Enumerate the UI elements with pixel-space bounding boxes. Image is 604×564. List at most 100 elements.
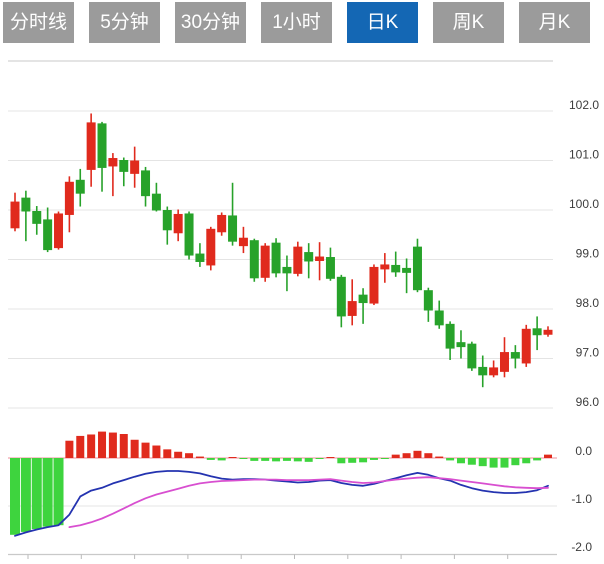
candle-down — [391, 251, 401, 277]
candle-up — [543, 326, 553, 337]
macd-bar-negative — [380, 458, 389, 459]
candle-down — [228, 182, 238, 246]
candle-down — [32, 206, 42, 235]
tab-1hour[interactable]: 1小时 — [261, 2, 332, 43]
candle-down — [532, 316, 542, 351]
candle-up — [521, 324, 531, 367]
price-axis-label: 102.0 — [569, 98, 599, 112]
macd-bar-positive — [195, 456, 204, 458]
macd-bar-positive — [76, 435, 85, 458]
macd-bar-negative — [282, 458, 291, 461]
macd-grid-layer: 0.0 -1.0 -2.0 — [8, 444, 592, 560]
macd-bar-positive — [391, 454, 400, 458]
candle-down — [478, 355, 488, 388]
candle-down — [271, 238, 281, 278]
tab-timeshare[interactable]: 分时线 — [3, 2, 74, 43]
macd-bar-negative — [293, 458, 302, 462]
candles-layer — [10, 113, 553, 388]
macd-bar-negative — [250, 458, 259, 461]
candle-down — [75, 168, 85, 207]
candle-up — [217, 212, 227, 236]
candle-down — [43, 207, 53, 253]
macd-bar-positive — [185, 453, 194, 458]
macd-bar-negative — [500, 458, 509, 468]
candle-up — [315, 242, 325, 281]
tab-5min[interactable]: 5分钟 — [89, 2, 160, 43]
candle-up — [347, 279, 357, 326]
macd-bar-negative — [261, 458, 270, 461]
macd-bar-negative — [337, 458, 346, 464]
macd-bar-positive — [424, 453, 433, 458]
macd-bar-negative — [217, 458, 226, 461]
candle-up — [173, 209, 183, 242]
macd-axis-label: -2.0 — [571, 540, 592, 554]
candle-up — [64, 176, 74, 233]
macd-bar-negative — [31, 458, 42, 530]
tab-daily-k[interactable]: 日K — [347, 2, 418, 43]
macd-bar-positive — [152, 445, 161, 458]
price-axis-label: 99.0 — [576, 247, 600, 261]
tab-weekly-k[interactable]: 周K — [433, 2, 504, 43]
macd-bar-negative — [359, 458, 368, 463]
candle-down — [195, 243, 205, 267]
candle-down — [423, 287, 433, 322]
candle-down — [358, 288, 368, 324]
candle-up — [499, 337, 509, 378]
macd-bar-negative — [533, 458, 542, 461]
candle-down — [467, 341, 477, 371]
tab-30min[interactable]: 30分钟 — [175, 2, 246, 43]
dea-line — [68, 476, 549, 528]
macd-bar-negative — [369, 458, 378, 460]
macd-bar-negative — [42, 458, 53, 527]
macd-bar-positive — [228, 457, 237, 458]
macd-bar-negative — [239, 458, 248, 459]
macd-bar-positive — [174, 451, 183, 458]
macd-bar-negative — [53, 458, 64, 526]
macd-bar-positive — [98, 431, 107, 458]
macd-histogram — [10, 431, 552, 535]
candle-up — [293, 241, 303, 277]
macd-bar-positive — [326, 457, 335, 458]
tab-monthly-k[interactable]: 月K — [519, 2, 590, 43]
candle-up — [130, 146, 140, 188]
candle-down — [249, 238, 259, 282]
candle-down — [141, 166, 151, 207]
candle-down — [510, 345, 520, 369]
macd-bar-negative — [446, 458, 455, 461]
price-grid-layer: 102.0 101.0 100.0 99.0 98.0 97.0 96.0 — [8, 60, 600, 409]
price-axis-label: 97.0 — [576, 346, 600, 360]
candle-down — [162, 206, 172, 245]
macd-bar-negative — [456, 458, 465, 464]
candle-up — [489, 360, 499, 378]
candle-down — [456, 330, 466, 359]
candle-down — [282, 255, 292, 292]
candle-up — [206, 226, 216, 271]
candle-down — [119, 157, 129, 187]
candle-down — [325, 247, 335, 281]
candle-down — [445, 321, 455, 360]
macd-bar-positive — [141, 442, 150, 458]
candle-down — [434, 300, 444, 329]
candle-down — [151, 182, 161, 212]
macd-bar-negative — [489, 458, 498, 468]
macd-bar-positive — [435, 456, 444, 458]
macd-bar-positive — [130, 439, 139, 458]
candle-up — [260, 243, 270, 282]
macd-bar-negative — [304, 458, 313, 462]
candle-down — [412, 238, 422, 293]
candle-up — [86, 113, 96, 187]
macd-bar-negative — [522, 458, 531, 464]
candle-down — [184, 211, 194, 260]
candle-down — [21, 190, 31, 242]
candle-down — [97, 121, 107, 192]
macd-bar-negative — [10, 458, 20, 535]
macd-bar-positive — [108, 432, 117, 458]
price-axis-label: 100.0 — [569, 197, 599, 211]
macd-axis-label: 0.0 — [575, 444, 592, 458]
macd-bar-positive — [119, 434, 128, 458]
macd-bar-negative — [20, 458, 31, 532]
candle-up — [10, 192, 20, 232]
macd-bar-positive — [87, 434, 96, 458]
